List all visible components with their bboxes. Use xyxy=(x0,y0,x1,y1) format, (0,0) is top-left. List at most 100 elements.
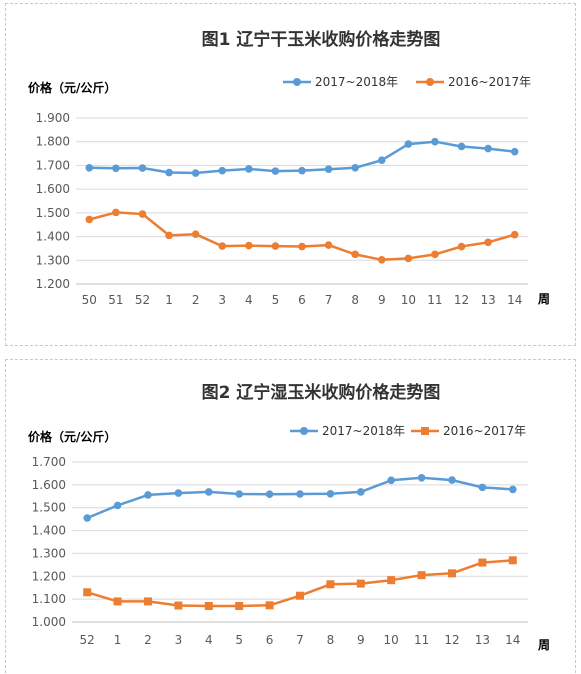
x-tick-label: 11 xyxy=(427,293,442,307)
data-point xyxy=(191,169,200,177)
y-tick-label: 1.600 xyxy=(36,182,70,196)
y-tick-label: 1.800 xyxy=(36,135,70,149)
chart-panel-2: 图2 辽宁湿玉米收购价格走势图价格（元/公斤） 2017~2018年 2016~20… xyxy=(5,359,576,673)
data-point xyxy=(191,230,200,238)
x-tick-label: 2 xyxy=(192,293,200,307)
x-tick-label: 3 xyxy=(218,293,226,307)
data-point xyxy=(85,164,94,172)
data-point xyxy=(509,485,517,494)
data-point xyxy=(351,250,359,259)
legend-marker xyxy=(421,427,429,435)
x-tick-label: 5 xyxy=(272,293,280,307)
data-point xyxy=(508,556,517,565)
x-tick-label: 8 xyxy=(327,633,335,647)
data-point xyxy=(448,476,456,484)
data-point xyxy=(326,580,335,589)
legend-label: 2016~2017年 xyxy=(448,75,531,89)
y-tick-label: 1.900 xyxy=(36,111,70,125)
legend-marker xyxy=(300,427,308,435)
x-tick-label: 12 xyxy=(454,293,469,307)
data-point xyxy=(271,242,280,250)
y-tick-label: 1.300 xyxy=(32,546,66,560)
x-tick-label: 9 xyxy=(357,633,365,647)
chart-title: 图1 辽宁干玉米收购价格走势图 xyxy=(202,29,441,50)
data-point xyxy=(83,514,91,522)
data-point xyxy=(85,215,94,224)
data-point xyxy=(298,166,306,175)
data-point xyxy=(205,488,213,496)
data-point xyxy=(478,558,487,567)
y-axis-label: 价格（元/公斤） xyxy=(28,429,116,444)
x-tick-label: 14 xyxy=(507,293,522,307)
data-point xyxy=(377,256,386,264)
data-point xyxy=(417,473,426,482)
legend-label: 2017~2018年 xyxy=(315,75,398,89)
data-point xyxy=(271,167,280,175)
x-tick-label: 51 xyxy=(108,293,123,307)
data-point xyxy=(387,476,396,485)
data-point xyxy=(448,569,456,578)
data-point xyxy=(112,208,120,217)
data-point xyxy=(113,597,122,606)
data-point xyxy=(324,165,333,174)
x-tick-label: 52 xyxy=(135,293,150,307)
data-point xyxy=(113,501,122,510)
x-tick-label: 2 xyxy=(144,633,152,647)
data-point xyxy=(174,489,183,497)
data-point xyxy=(357,488,365,496)
y-tick-label: 1.700 xyxy=(32,455,66,469)
chart-panel-1: 图1 辽宁干玉米收购价格走势图 价格（元/公斤） 2017~2018年 2016~20… xyxy=(5,3,576,346)
data-point xyxy=(457,142,466,151)
data-point xyxy=(165,231,173,240)
x-tick-label: 7 xyxy=(296,633,304,647)
x-tick-label: 52 xyxy=(80,633,95,647)
x-tick-label: 13 xyxy=(480,293,495,307)
y-tick-label: 1.300 xyxy=(36,253,70,267)
data-point xyxy=(404,140,413,148)
y-tick-label: 1.700 xyxy=(36,158,70,172)
data-point xyxy=(484,238,492,247)
data-point xyxy=(296,490,304,498)
data-point xyxy=(417,571,426,580)
legend-marker xyxy=(293,78,301,86)
data-point xyxy=(204,602,213,610)
y-tick-label: 1.400 xyxy=(36,230,70,244)
y-tick-label: 1.100 xyxy=(32,592,66,606)
x-tick-label: 10 xyxy=(401,293,416,307)
data-point xyxy=(377,156,386,165)
x-tick-label: 50 xyxy=(82,293,97,307)
data-point xyxy=(245,165,253,173)
y-tick-label: 1.600 xyxy=(32,478,66,492)
chart-title: 图2 辽宁湿玉米收购价格走势图 xyxy=(202,382,441,403)
x-tick-label: 1 xyxy=(165,293,173,307)
data-point xyxy=(510,147,519,156)
data-point xyxy=(387,576,396,585)
y-tick-label: 1.500 xyxy=(36,206,70,220)
x-tick-label: 6 xyxy=(266,633,274,647)
x-tick-label: 8 xyxy=(351,293,359,307)
y-tick-label: 1.400 xyxy=(32,524,66,538)
data-point xyxy=(351,164,359,172)
data-point xyxy=(144,491,152,499)
x-tick-label: 4 xyxy=(205,633,213,647)
x-tick-label: 12 xyxy=(444,633,459,647)
y-tick-label: 1.500 xyxy=(32,501,66,515)
data-point xyxy=(245,241,253,250)
y-tick-label: 1.200 xyxy=(32,569,66,583)
data-point xyxy=(324,241,333,249)
x-tick-label: 14 xyxy=(505,633,520,647)
legend-label: 2016~2017年 xyxy=(443,424,526,438)
data-point xyxy=(326,489,335,498)
data-point xyxy=(138,164,147,172)
x-axis-label: 周 xyxy=(538,292,550,306)
data-point xyxy=(165,168,173,177)
data-point xyxy=(296,591,304,600)
legend-label: 2017~2018年 xyxy=(322,424,405,438)
data-point xyxy=(298,242,306,251)
legend-marker xyxy=(426,78,434,86)
x-tick-label: 4 xyxy=(245,293,253,307)
data-point xyxy=(174,601,183,610)
x-tick-label: 6 xyxy=(298,293,306,307)
data-point xyxy=(510,230,519,239)
